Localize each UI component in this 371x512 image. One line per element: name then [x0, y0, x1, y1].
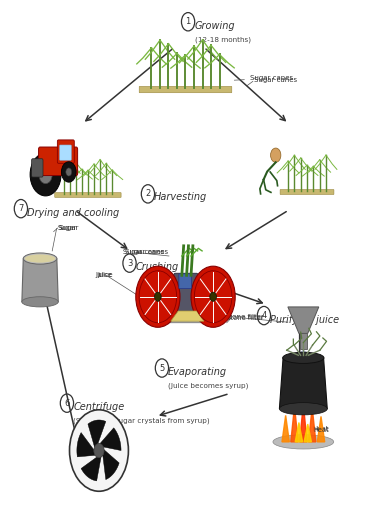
Polygon shape — [300, 403, 307, 442]
Text: 3: 3 — [127, 259, 132, 268]
Circle shape — [270, 148, 281, 162]
Ellipse shape — [300, 351, 307, 363]
Text: (Separates sugar crystals from syrup): (Separates sugar crystals from syrup) — [73, 417, 210, 424]
Circle shape — [66, 168, 72, 176]
FancyBboxPatch shape — [150, 310, 223, 323]
Polygon shape — [171, 311, 204, 321]
FancyBboxPatch shape — [280, 189, 334, 195]
Text: 4: 4 — [261, 311, 266, 320]
Polygon shape — [295, 422, 303, 442]
FancyBboxPatch shape — [55, 193, 121, 198]
Ellipse shape — [25, 254, 55, 263]
Text: Heat: Heat — [313, 427, 329, 433]
Polygon shape — [81, 457, 101, 481]
Ellipse shape — [23, 253, 57, 264]
Text: Growing: Growing — [195, 21, 235, 31]
FancyBboxPatch shape — [32, 159, 43, 177]
Text: Sugar canes: Sugar canes — [125, 249, 168, 255]
Text: (12-18 months): (12-18 months) — [195, 36, 251, 42]
Circle shape — [30, 153, 61, 196]
Text: Purifying juice: Purifying juice — [270, 314, 339, 325]
Text: Limestone filter: Limestone filter — [211, 315, 264, 321]
Circle shape — [136, 266, 180, 327]
Polygon shape — [103, 450, 119, 480]
Text: Sugar canes: Sugar canes — [123, 249, 164, 255]
FancyBboxPatch shape — [139, 87, 232, 93]
Polygon shape — [100, 428, 121, 451]
Ellipse shape — [283, 352, 324, 364]
Polygon shape — [77, 433, 95, 457]
Polygon shape — [88, 420, 106, 447]
Circle shape — [39, 165, 52, 184]
Text: 6: 6 — [64, 399, 70, 408]
Polygon shape — [304, 424, 311, 442]
Polygon shape — [279, 358, 327, 409]
Text: Harvesting: Harvesting — [154, 193, 207, 202]
Text: 1: 1 — [186, 17, 191, 26]
Polygon shape — [282, 415, 289, 442]
Text: Juice: Juice — [97, 272, 113, 279]
Text: Crushing: Crushing — [136, 262, 179, 272]
Polygon shape — [317, 416, 325, 442]
Text: Sugar canes: Sugar canes — [234, 75, 293, 81]
Text: Centrifuge: Centrifuge — [73, 402, 124, 412]
FancyBboxPatch shape — [58, 140, 74, 163]
Polygon shape — [308, 407, 316, 442]
Text: Sugar: Sugar — [58, 225, 77, 231]
Text: Heat: Heat — [312, 426, 329, 432]
Circle shape — [62, 162, 76, 182]
Polygon shape — [291, 406, 298, 442]
FancyBboxPatch shape — [179, 274, 191, 289]
Text: Limestone filter: Limestone filter — [210, 314, 264, 320]
FancyBboxPatch shape — [300, 333, 307, 349]
Text: Sugar: Sugar — [59, 225, 79, 231]
Circle shape — [191, 266, 235, 327]
Circle shape — [155, 292, 161, 302]
Circle shape — [94, 443, 104, 458]
Polygon shape — [288, 307, 319, 333]
Ellipse shape — [273, 435, 334, 449]
Text: 2: 2 — [145, 189, 151, 198]
FancyBboxPatch shape — [60, 145, 71, 160]
Circle shape — [210, 292, 216, 302]
Text: Drying and cooling: Drying and cooling — [27, 208, 119, 218]
Polygon shape — [22, 259, 58, 302]
FancyBboxPatch shape — [39, 147, 78, 176]
Text: 7: 7 — [18, 204, 24, 213]
Ellipse shape — [279, 402, 327, 415]
Text: 5: 5 — [159, 364, 165, 373]
Text: Juice: Juice — [95, 272, 112, 279]
Circle shape — [69, 410, 128, 491]
Text: Evaporating: Evaporating — [168, 367, 227, 377]
FancyBboxPatch shape — [174, 273, 198, 313]
Text: (Juice becomes syrup): (Juice becomes syrup) — [168, 382, 249, 389]
Ellipse shape — [22, 297, 58, 307]
Text: Sugar canes: Sugar canes — [254, 77, 297, 83]
